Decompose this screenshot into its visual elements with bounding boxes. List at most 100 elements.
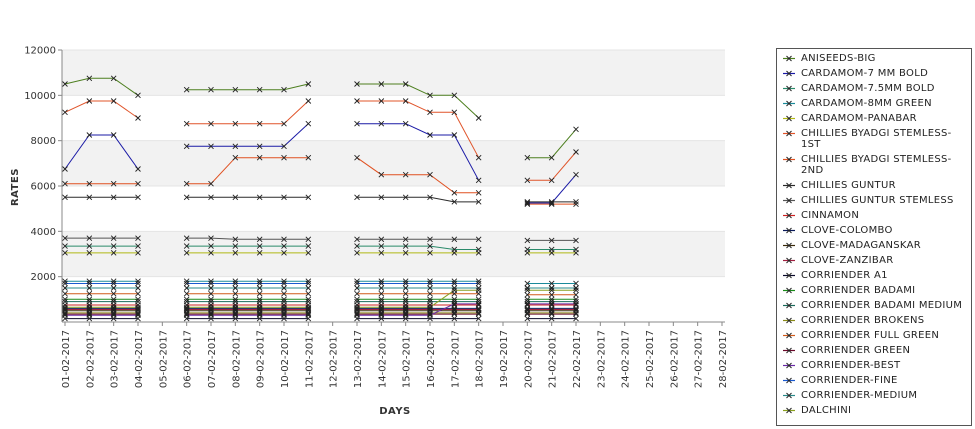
data-point: [305, 311, 312, 317]
data-point: [378, 278, 385, 285]
data-point: [354, 285, 360, 291]
data-point: [110, 75, 117, 82]
series-line: [64, 134, 139, 170]
data-point: [475, 189, 482, 196]
data-point: [62, 250, 68, 256]
data-point: [183, 143, 190, 150]
data-point: [402, 280, 409, 287]
data-point: [548, 298, 555, 305]
data-point: [208, 298, 214, 305]
data-point: [183, 298, 190, 305]
data-point: [548, 315, 555, 322]
legend-label: CORRIENDER BROKENS: [801, 315, 925, 326]
legend-marker-icon: [783, 407, 795, 414]
data-point: [378, 250, 385, 256]
series-line: [186, 157, 309, 185]
data-point: [548, 154, 555, 161]
data-point: [548, 280, 555, 287]
data-point: [524, 285, 531, 291]
data-point: [232, 243, 239, 249]
data-point: [208, 280, 214, 287]
legend-marker-icon: [783, 227, 795, 234]
legend-item: CARDAMOM-7 MM BOLD: [777, 68, 971, 79]
series-line: [186, 83, 309, 91]
data-point: [256, 312, 263, 319]
data-point: [573, 315, 579, 322]
data-point: [281, 143, 287, 150]
data-point: [573, 301, 579, 307]
series-line: [357, 196, 479, 203]
series-line: [357, 123, 480, 181]
y-tick-label: 4000: [31, 227, 56, 238]
data-point: [305, 312, 312, 319]
data-point: [281, 86, 287, 93]
data-point: [135, 280, 141, 287]
data-point: [256, 278, 263, 285]
data-point: [402, 278, 409, 285]
legend-label: CORRIENDER-MEDIUM: [801, 390, 918, 401]
data-point: [475, 115, 482, 121]
chart-legend: ANISEEDS-BIG CARDAMOM-7 MM BOLD CARDAMOM-7…: [776, 48, 972, 426]
data-point: [135, 278, 141, 285]
legend-item: CORRIENDER-BEST: [777, 360, 971, 371]
data-point: [354, 310, 360, 316]
data-point: [475, 250, 482, 256]
y-tick-label: 12000: [24, 46, 56, 57]
x-tick-label: 22-02-2017: [572, 330, 583, 388]
data-point: [208, 243, 214, 249]
data-point: [256, 280, 263, 287]
data-point: [86, 98, 93, 104]
legend-item: CORRIENDER GREEN: [777, 345, 971, 356]
legend-marker-icon: [783, 272, 795, 279]
data-point: [354, 305, 360, 312]
data-point: [524, 291, 531, 298]
data-point: [305, 236, 312, 243]
legend-label: CHILLIES GUNTUR: [801, 180, 896, 191]
x-tick-label: 11-02-2017: [304, 330, 315, 388]
data-point: [208, 296, 214, 303]
data-point: [402, 311, 409, 317]
y-tick-labels: 2000 4000 6000 8000 10000 12000: [24, 46, 56, 284]
data-point: [427, 311, 433, 317]
x-tick-label: 07-02-2017: [207, 330, 218, 388]
legend-item: ANISEEDS-BIG: [777, 53, 971, 64]
data-point: [183, 120, 190, 127]
data-point: [183, 235, 190, 241]
data-point: [183, 250, 190, 256]
data-point: [451, 305, 458, 312]
data-point: [183, 290, 190, 297]
data-point: [183, 243, 190, 249]
data-point: [86, 290, 93, 297]
series-line: [64, 100, 139, 119]
data-point: [86, 311, 93, 317]
data-point: [232, 86, 239, 93]
data-point: [62, 278, 68, 285]
data-point: [305, 298, 312, 305]
data-point: [86, 312, 93, 319]
axes: [58, 49, 725, 326]
data-point: [208, 312, 214, 319]
data-point: [135, 166, 141, 172]
x-tick-label: 21-02-2017: [548, 330, 559, 388]
data-point: [305, 243, 312, 249]
series-line: [64, 77, 139, 96]
series-markers: [62, 75, 579, 322]
data-point: [62, 194, 68, 201]
data-point: [573, 237, 579, 244]
grid-band: [62, 140, 725, 186]
legend-label: DALCHINI: [801, 405, 852, 416]
data-point: [62, 298, 68, 305]
data-point: [86, 310, 93, 316]
data-point: [208, 235, 214, 241]
data-point: [524, 154, 531, 161]
data-point: [378, 171, 385, 178]
data-point: [378, 296, 385, 303]
data-point: [110, 311, 117, 317]
data-point: [305, 81, 312, 87]
data-point: [135, 180, 141, 187]
series-line: [357, 289, 479, 308]
x-tick-label: 15-02-2017: [402, 330, 413, 388]
data-point: [281, 278, 287, 285]
legend-item: CORRIENDER BROKENS: [777, 315, 971, 326]
data-point: [256, 311, 263, 317]
